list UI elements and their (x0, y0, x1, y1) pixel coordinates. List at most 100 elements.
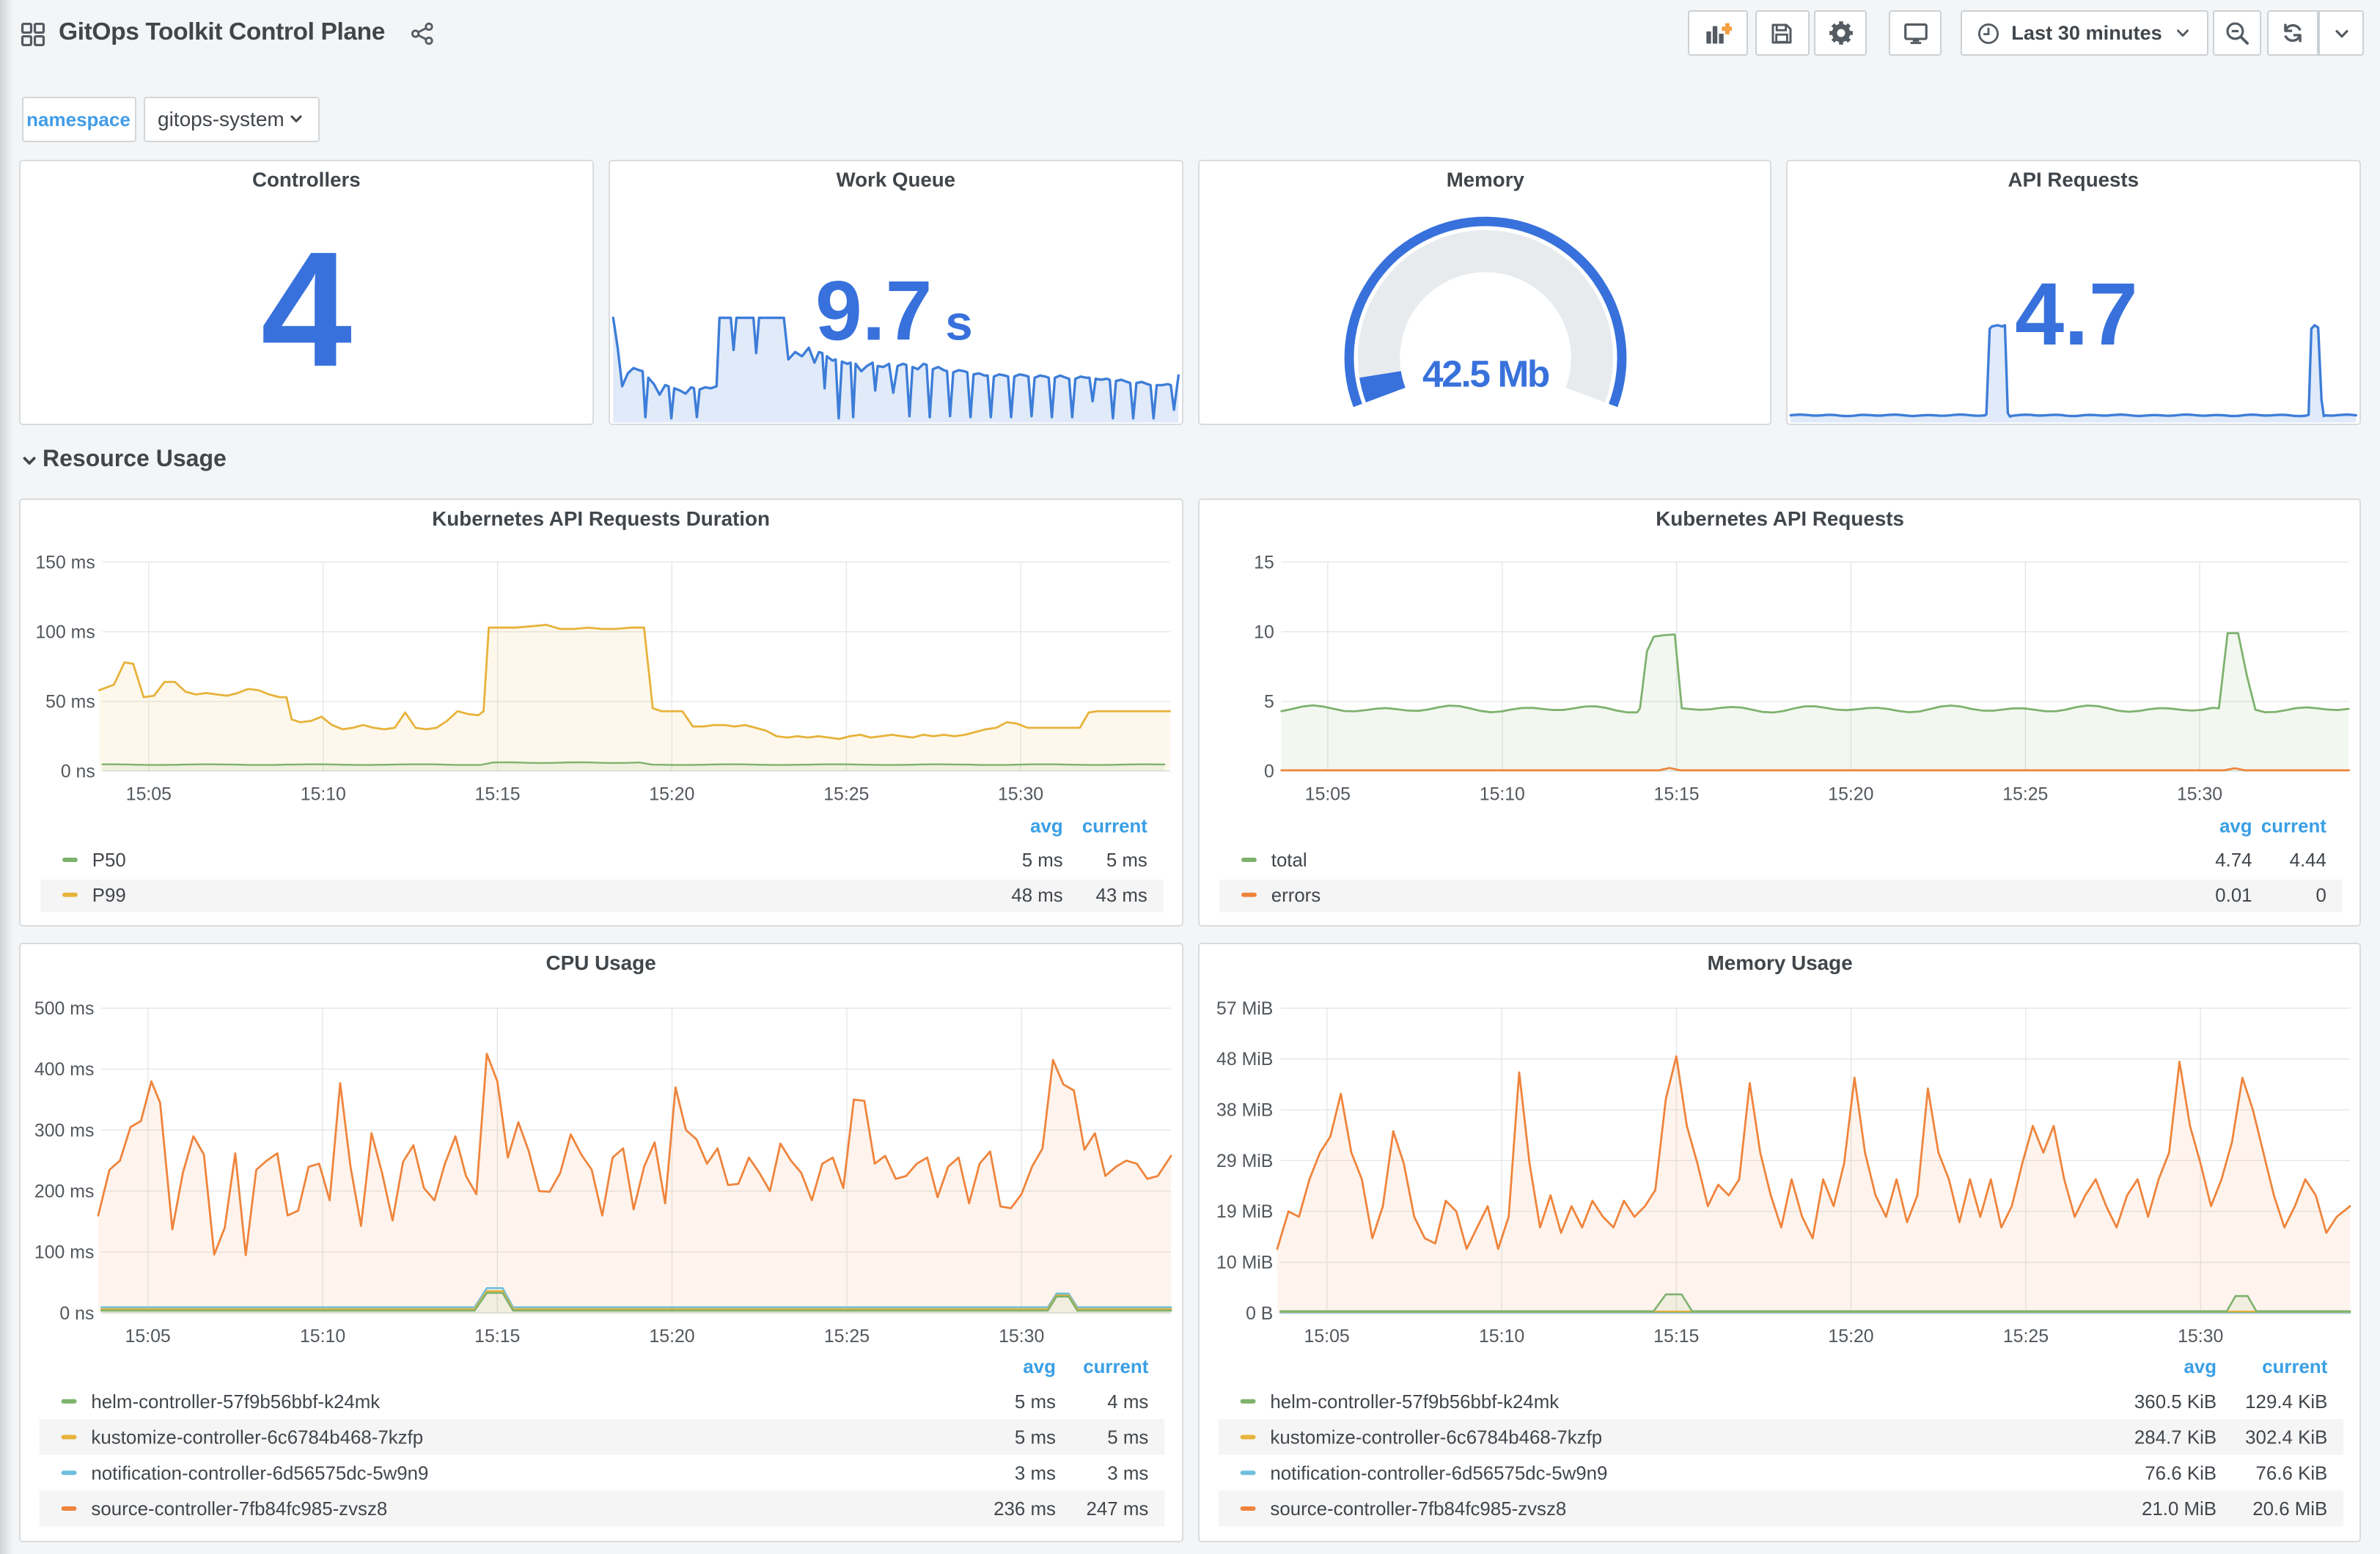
svg-text:Controllers: Controllers (252, 169, 361, 191)
svg-text:236 ms: 236 ms (993, 1498, 1056, 1519)
svg-text:15:20: 15:20 (1827, 784, 1873, 804)
svg-text:15:05: 15:05 (125, 1325, 171, 1346)
svg-text:76.6 KiB: 76.6 KiB (2144, 1463, 2216, 1484)
svg-text:4.7: 4.7 (2016, 265, 2139, 364)
svg-text:s: s (945, 295, 972, 350)
svg-text:10: 10 (1253, 622, 1274, 642)
svg-text:avg: avg (2183, 1356, 2216, 1377)
svg-text:P99: P99 (92, 885, 126, 905)
svg-text:avg: avg (1030, 816, 1062, 836)
svg-text:15:20: 15:20 (649, 1325, 694, 1346)
svg-text:48 MiB: 48 MiB (1216, 1048, 1272, 1069)
svg-text:CPU Usage: CPU Usage (546, 951, 656, 973)
svg-text:Kubernetes API Requests Durati: Kubernetes API Requests Duration (432, 507, 770, 529)
svg-text:current: current (1082, 816, 1147, 836)
svg-text:15: 15 (1253, 553, 1274, 572)
svg-text:10 MiB: 10 MiB (1216, 1252, 1272, 1273)
svg-text:source-controller-7fb84fc985-z: source-controller-7fb84fc985-zvsz8 (1269, 1498, 1565, 1519)
svg-text:300 ms: 300 ms (34, 1119, 95, 1140)
svg-text:100 ms: 100 ms (34, 1242, 95, 1262)
svg-text:48 ms: 48 ms (1011, 885, 1062, 905)
svg-text:15:20: 15:20 (1827, 1325, 1873, 1346)
svg-text:400 ms: 400 ms (34, 1058, 95, 1079)
svg-text:15:05: 15:05 (126, 784, 172, 804)
svg-text:15:05: 15:05 (1304, 784, 1350, 804)
svg-text:15:25: 15:25 (2002, 784, 2047, 804)
svg-text:29 MiB: 29 MiB (1216, 1150, 1272, 1171)
svg-text:Kubernetes API Requests: Kubernetes API Requests (1655, 507, 1903, 529)
svg-text:15:10: 15:10 (1479, 784, 1524, 804)
svg-text:50 ms: 50 ms (45, 692, 95, 712)
svg-text:kustomize-controller-6c6784b46: kustomize-controller-6c6784b468-7kzfp (1269, 1427, 1601, 1448)
svg-text:helm-controller-57f9b56bbf-k24: helm-controller-57f9b56bbf-k24mk (1269, 1391, 1558, 1412)
svg-text:15:25: 15:25 (824, 1325, 870, 1346)
svg-text:5 ms: 5 ms (1107, 1427, 1148, 1448)
svg-text:5 ms: 5 ms (1015, 1391, 1056, 1412)
svg-text:15:20: 15:20 (649, 784, 694, 804)
svg-text:5 ms: 5 ms (1106, 850, 1147, 871)
svg-text:15:30: 15:30 (999, 1325, 1044, 1346)
svg-text:0: 0 (1263, 762, 1274, 781)
svg-text:0 ns: 0 ns (61, 762, 95, 781)
svg-text:500 ms: 500 ms (34, 998, 95, 1018)
svg-text:3 ms: 3 ms (1107, 1463, 1148, 1484)
svg-text:15:05: 15:05 (1304, 1325, 1349, 1346)
svg-text:API Requests: API Requests (2008, 169, 2139, 191)
svg-text:15:10: 15:10 (300, 1325, 345, 1346)
svg-text:Memory Usage: Memory Usage (1707, 951, 1852, 973)
svg-text:avg: avg (1023, 1356, 1056, 1377)
svg-text:15:30: 15:30 (2177, 1325, 2222, 1346)
svg-text:4.74: 4.74 (2214, 850, 2251, 871)
svg-text:15:10: 15:10 (301, 784, 346, 804)
svg-text:notification-controller-6d5657: notification-controller-6d56575dc-5w9n9 (91, 1463, 428, 1484)
svg-text:129.4 KiB: 129.4 KiB (2244, 1391, 2326, 1412)
svg-text:15:15: 15:15 (475, 784, 521, 804)
svg-text:4: 4 (261, 218, 352, 401)
svg-text:43 ms: 43 ms (1096, 885, 1147, 905)
svg-text:100 ms: 100 ms (35, 622, 95, 642)
svg-text:76.6 KiB: 76.6 KiB (2255, 1463, 2327, 1484)
svg-text:0 B: 0 B (1245, 1303, 1272, 1323)
svg-text:Work Queue: Work Queue (836, 169, 955, 191)
svg-text:total: total (1271, 850, 1307, 871)
svg-text:15:10: 15:10 (1478, 1325, 1524, 1346)
svg-text:284.7 KiB: 284.7 KiB (2134, 1427, 2216, 1448)
svg-text:302.4 KiB: 302.4 KiB (2244, 1427, 2326, 1448)
svg-text:helm-controller-57f9b56bbf-k24: helm-controller-57f9b56bbf-k24mk (91, 1391, 380, 1412)
svg-text:4 ms: 4 ms (1107, 1391, 1148, 1412)
svg-text:38 MiB: 38 MiB (1216, 1100, 1272, 1120)
svg-text:15:25: 15:25 (2002, 1325, 2048, 1346)
svg-text:kustomize-controller-6c6784b46: kustomize-controller-6c6784b468-7kzfp (91, 1427, 423, 1448)
svg-text:P50: P50 (92, 850, 126, 871)
svg-text:360.5 KiB: 360.5 KiB (2134, 1391, 2216, 1412)
svg-text:21.0 MiB: 21.0 MiB (2141, 1498, 2216, 1519)
svg-text:5 ms: 5 ms (1015, 1427, 1056, 1448)
svg-text:19 MiB: 19 MiB (1216, 1201, 1272, 1221)
svg-text:5 ms: 5 ms (1022, 850, 1063, 871)
svg-text:9.7: 9.7 (815, 264, 932, 358)
svg-text:150 ms: 150 ms (35, 553, 95, 572)
svg-text:0: 0 (2315, 885, 2325, 905)
svg-text:15:30: 15:30 (998, 784, 1043, 804)
svg-text:20.6 MiB: 20.6 MiB (2252, 1498, 2326, 1519)
svg-text:15:30: 15:30 (2176, 784, 2222, 804)
svg-text:15:15: 15:15 (1653, 784, 1699, 804)
svg-text:current: current (2261, 1356, 2326, 1377)
svg-text:4.44: 4.44 (2289, 850, 2326, 871)
svg-text:5: 5 (1263, 692, 1274, 712)
svg-text:current: current (2260, 816, 2326, 836)
svg-text:0 ns: 0 ns (59, 1303, 94, 1323)
svg-text:15:15: 15:15 (1653, 1325, 1698, 1346)
svg-text:source-controller-7fb84fc985-z: source-controller-7fb84fc985-zvsz8 (91, 1498, 387, 1519)
svg-text:247 ms: 247 ms (1087, 1498, 1149, 1519)
svg-text:200 ms: 200 ms (34, 1181, 95, 1201)
svg-text:42.5 Mb: 42.5 Mb (1422, 353, 1549, 395)
svg-text:current: current (1083, 1356, 1148, 1377)
svg-text:57 MiB: 57 MiB (1216, 998, 1272, 1018)
svg-text:errors: errors (1271, 885, 1320, 905)
svg-text:3 ms: 3 ms (1015, 1463, 1056, 1484)
svg-text:notification-controller-6d5657: notification-controller-6d56575dc-5w9n9 (1269, 1463, 1606, 1484)
svg-text:15:15: 15:15 (474, 1325, 520, 1346)
svg-text:Memory: Memory (1446, 169, 1524, 191)
svg-text:15:25: 15:25 (823, 784, 869, 804)
